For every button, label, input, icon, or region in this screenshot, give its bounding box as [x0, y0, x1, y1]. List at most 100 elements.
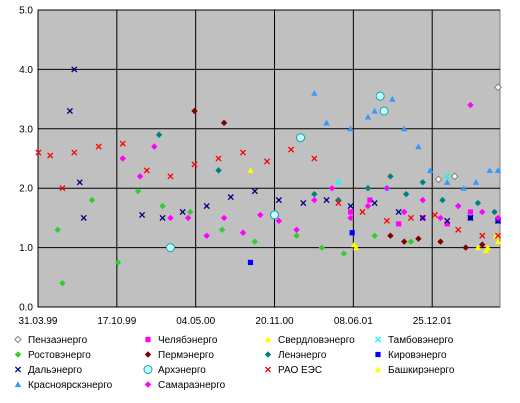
legend-label: Ростовэнерго	[28, 350, 91, 361]
x-stroke	[179, 208, 186, 216]
x-stroke	[347, 202, 354, 210]
data-point	[139, 211, 146, 218]
x-stroke	[467, 214, 474, 221]
legend-label: Самараэнерго	[158, 380, 226, 391]
data-point	[218, 226, 226, 233]
x-stroke	[227, 194, 234, 201]
data-point	[159, 214, 166, 221]
data-point	[347, 125, 354, 132]
x-stroke	[335, 199, 342, 207]
legend-marker	[14, 381, 22, 388]
x-stroke	[143, 167, 150, 174]
data-point	[119, 155, 126, 162]
data-point	[494, 167, 502, 173]
data-point	[395, 208, 402, 216]
data-point	[134, 187, 142, 195]
x-stroke	[263, 158, 271, 165]
legend-marker	[144, 381, 152, 388]
legend-label: Челябэнерго	[158, 334, 218, 346]
data-point	[35, 149, 42, 156]
legend-label: Пензаэнерго	[28, 335, 88, 346]
legend-marker	[264, 351, 272, 358]
data-point	[80, 214, 87, 221]
data-point	[76, 179, 83, 186]
data-point	[364, 113, 372, 120]
data-point	[257, 211, 264, 219]
legend-marker	[14, 366, 22, 373]
data-point	[387, 173, 394, 180]
data-point	[455, 226, 462, 233]
data-point	[474, 244, 482, 251]
data-point	[296, 133, 306, 143]
data-point	[371, 232, 378, 239]
data-point	[462, 244, 469, 251]
x-stroke	[371, 199, 378, 207]
series-12	[311, 89, 502, 191]
data-point	[136, 173, 144, 180]
data-point	[437, 238, 444, 245]
data-point	[59, 280, 66, 287]
data-point	[114, 259, 122, 266]
series-10	[35, 140, 502, 239]
data-point	[251, 238, 259, 245]
legend-label: РАО ЕЭС	[278, 365, 322, 376]
x-stroke	[80, 214, 87, 221]
x-stroke	[359, 208, 366, 216]
data-point	[311, 196, 318, 204]
y-tick-label: 5.0	[19, 6, 33, 17]
legend-marker	[143, 365, 153, 374]
data-point	[54, 226, 61, 233]
data-point	[375, 91, 385, 101]
data-point	[479, 232, 486, 239]
x-stroke	[191, 161, 198, 168]
data-point	[444, 217, 451, 224]
x-stroke	[59, 185, 66, 192]
data-point	[347, 209, 354, 215]
data-point	[47, 152, 54, 159]
data-point	[494, 238, 502, 245]
data-point	[364, 202, 372, 210]
x-stroke	[203, 202, 210, 210]
data-point	[401, 238, 408, 245]
x-stroke	[374, 336, 382, 343]
x-tick-label: 31.03.99	[19, 316, 58, 327]
legend-item: Челябэнерго	[145, 334, 218, 346]
data-point	[444, 173, 451, 180]
data-point	[379, 106, 389, 116]
data-point	[179, 208, 186, 216]
data-point	[220, 119, 228, 127]
data-point	[143, 167, 150, 174]
data-point	[494, 232, 502, 239]
data-point	[491, 208, 498, 216]
data-point	[367, 197, 373, 203]
series-11	[350, 238, 502, 251]
x-stroke	[14, 366, 22, 373]
legend-label: Дальэнерго	[28, 365, 83, 376]
data-point	[467, 209, 474, 215]
x-stroke	[264, 366, 272, 373]
data-point	[427, 167, 434, 173]
data-point	[251, 188, 258, 195]
x-stroke	[288, 146, 295, 153]
x-stroke	[71, 149, 78, 156]
legend-label: Тамбовэнерго	[388, 334, 454, 346]
data-point	[167, 214, 174, 222]
data-point	[318, 244, 326, 251]
data-point	[482, 247, 490, 254]
y-tick-label: 3.0	[19, 124, 33, 135]
legend-item: Тамбовэнерго	[374, 334, 454, 346]
data-point	[323, 197, 330, 204]
data-point	[323, 119, 330, 126]
x-stroke	[311, 155, 318, 162]
x-stroke	[167, 173, 174, 180]
data-point	[434, 175, 443, 184]
legend-item: РАО ЕЭС	[264, 365, 322, 376]
data-point	[88, 196, 96, 204]
legend-item: Архэнерго	[143, 365, 206, 376]
data-point	[159, 202, 166, 210]
series-8	[66, 66, 502, 224]
data-point	[227, 194, 234, 201]
data-point	[335, 179, 342, 186]
data-point	[437, 214, 444, 222]
